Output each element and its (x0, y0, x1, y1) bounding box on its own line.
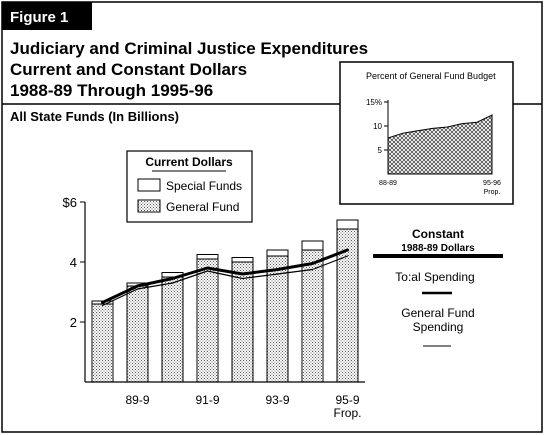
inset-y-tick-label: 15% (366, 98, 382, 107)
legend-title: Current Dollars (145, 155, 233, 169)
bar-special-funds-3 (196, 254, 219, 260)
y-tick-label: 4 (70, 255, 77, 270)
inset-y-tick-label: 10 (373, 122, 382, 131)
bar-special-funds-6 (301, 240, 324, 251)
legend-label-special-funds: Special Funds (166, 179, 242, 193)
inset-x-tick-label: Prop. (484, 189, 501, 196)
inset-x-tick-label: 95-96 (483, 180, 501, 187)
bar-general-fund-1 (126, 285, 149, 383)
x-tick-label: 95-9 (335, 393, 359, 407)
title-line-3: 1988-89 Through 1995-96 (10, 81, 213, 100)
y-tick-label: $6 (63, 195, 77, 210)
legend-label-general-fund-spending-1: General Fund (401, 306, 474, 320)
legend-label-general-fund-spending-2: Spending (413, 320, 464, 334)
inset-chart: Percent of General Fund Budget 5 10 15% 88… (339, 61, 514, 205)
constant-legend-title-1: Constant (412, 227, 464, 241)
x-tick-label: 89-9 (125, 393, 149, 407)
inset-x-tick-label: 88-89 (379, 180, 397, 187)
y-tick-label: 2 (70, 315, 77, 330)
bar-general-fund-3 (196, 258, 219, 383)
x-tick-label: Frop. (333, 406, 361, 420)
legend-swatch-special-funds (137, 178, 161, 192)
line-total-spending (101, 248, 349, 304)
constant-dollars-legend: Constant 1988-89 Dollars To:al Spending … (373, 227, 503, 347)
current-dollars-legend: Current Dollars Special Funds General Fu… (126, 150, 253, 223)
x-tick-label: 93-9 (265, 393, 289, 407)
y-ticks: 2 4 $6 (63, 195, 85, 330)
bar-general-fund-0 (91, 303, 114, 383)
chart-subtitle: All State Funds (In Billions) (10, 109, 179, 124)
bars-group (91, 219, 359, 383)
bar-general-fund-2 (161, 276, 184, 383)
bar-general-fund-4 (231, 261, 254, 383)
figure-label-tab (2, 2, 92, 30)
figure-label: Figure 1 (10, 9, 68, 26)
x-tick-label: 91-9 (195, 393, 219, 407)
bar-special-funds-5 (266, 249, 289, 257)
legend-label-general-fund: General Fund (166, 200, 239, 214)
chart-title: Judiciary and Criminal Justice Expenditu… (10, 39, 368, 100)
inset-y-tick-label: 5 (378, 146, 383, 155)
constant-lines-group (101, 248, 349, 307)
bar-special-funds-7 (336, 219, 359, 230)
legend-label-total-spending: To:al Spending (395, 270, 474, 284)
inset-title: Percent of General Fund Budget (366, 71, 496, 81)
bar-special-funds-4 (231, 257, 254, 263)
title-line-1: Judiciary and Criminal Justice Expenditu… (10, 39, 368, 58)
inset-y-ticks: 5 10 15% (366, 98, 388, 155)
legend-swatch-general-fund (137, 199, 161, 213)
title-line-2: Current and Constant Dollars (10, 60, 247, 79)
line-general-fund-spending (101, 255, 349, 307)
constant-legend-title-2: 1988-89 Dollars (401, 243, 475, 254)
inset-area (387, 114, 493, 175)
inset-x-ticks: 88-89 95-96 Prop. (379, 180, 501, 196)
